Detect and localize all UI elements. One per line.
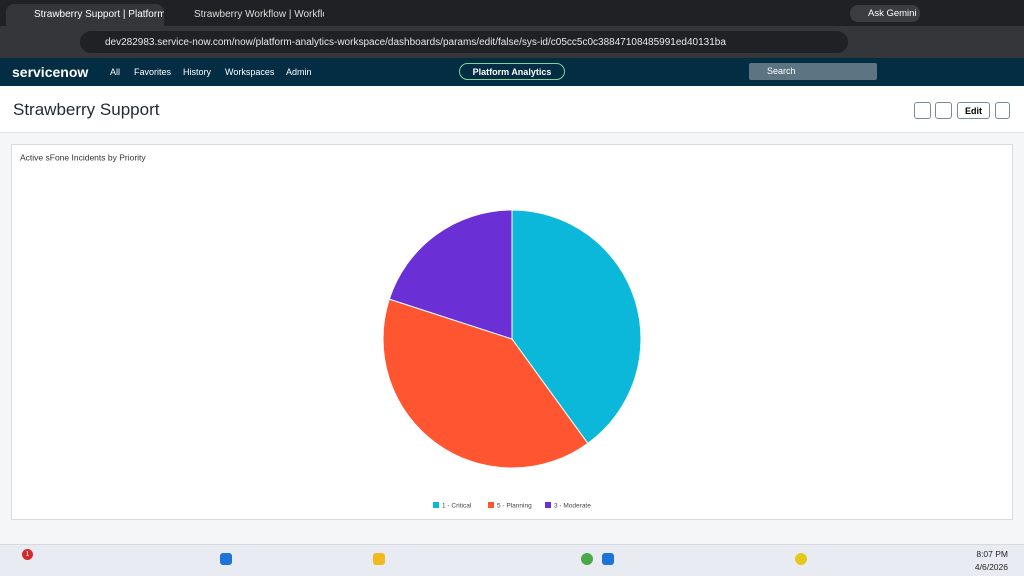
legend-swatch: [488, 502, 494, 508]
legend-swatch: [433, 502, 439, 508]
address-bar[interactable]: [80, 31, 848, 53]
taskbar: [0, 544, 1024, 576]
pie-slice: [382, 298, 589, 469]
app-icon[interactable]: [581, 553, 593, 565]
workspace-pill[interactable]: Platform Analytics: [459, 63, 565, 80]
refresh-button[interactable]: [914, 102, 931, 119]
legend-swatch: [545, 502, 551, 508]
legend-label: 5 - Planning: [497, 503, 532, 510]
chart-card: Active sFone Incidents by Priority 1 - C…: [11, 144, 1013, 520]
nav-item[interactable]: History: [183, 67, 212, 77]
nav-item[interactable]: Admin: [286, 67, 312, 77]
info-button[interactable]: [935, 102, 952, 119]
nav-item[interactable]: Favorites: [134, 67, 172, 77]
notification-badge: 1: [22, 549, 33, 560]
logo[interactable]: servicenow: [12, 64, 89, 80]
clock-time[interactable]: 8:07 PM: [976, 549, 1008, 559]
clock-date[interactable]: 4/6/2026: [974, 562, 1008, 572]
nav-item[interactable]: Workspaces: [225, 67, 275, 77]
edit-button[interactable]: Edit: [957, 102, 990, 119]
nav-item[interactable]: All: [110, 67, 121, 77]
divider: [0, 132, 1024, 133]
pie-slice: [388, 209, 513, 340]
pie-slice: [511, 209, 642, 445]
legend-label: 1 - Critical: [442, 503, 472, 510]
browser-tab[interactable]: Strawberry Support | Platform A: [6, 4, 164, 26]
more-button[interactable]: [995, 102, 1010, 119]
dashboard-title[interactable]: Strawberry Support: [13, 100, 160, 119]
chart-title: Active sFone Incidents by Priority: [20, 152, 146, 162]
legend-label: 3 - Moderate: [554, 503, 591, 510]
app-icon[interactable]: [373, 553, 385, 565]
search-box[interactable]: Search: [749, 63, 877, 80]
gemini-button[interactable]: Ask Gemini: [850, 5, 920, 22]
start-button[interactable]: [220, 553, 232, 565]
url[interactable]: dev282983.service-now.com/now/platform-a…: [105, 37, 726, 48]
app-icon[interactable]: [795, 553, 807, 565]
browser-tab[interactable]: Strawberry Workflow | Workflow: [194, 9, 324, 20]
app-icon[interactable]: [602, 553, 614, 565]
